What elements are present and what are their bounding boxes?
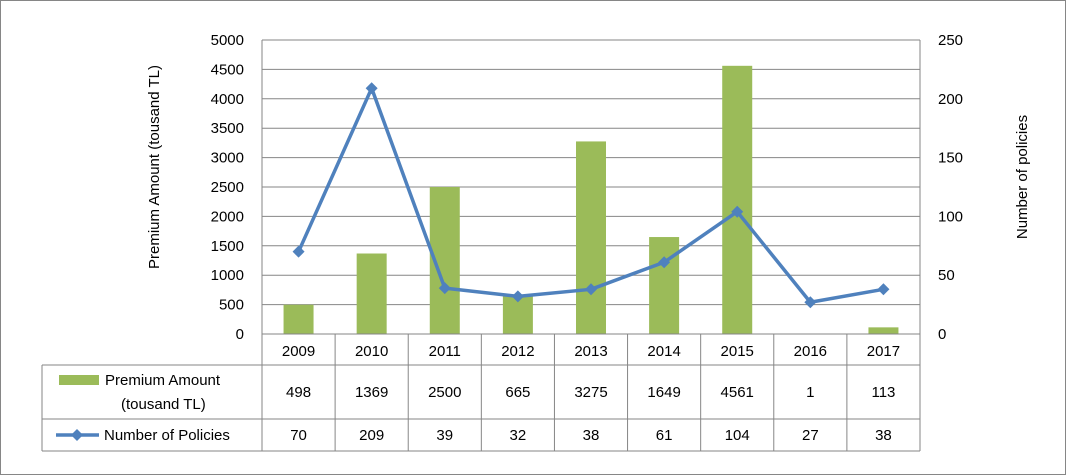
bar-value-cell: 113 [871,384,895,401]
line-value-cell: 104 [725,427,750,444]
left-tick-label: 3000 [211,150,244,167]
right-axis-title: Number of policies [1014,115,1031,239]
bar-legend-key [59,375,99,385]
line-point [731,205,744,218]
category-label: 2010 [355,343,388,360]
line-point [877,283,890,296]
category-label: 2014 [647,343,680,360]
left-tick-label: 3500 [211,120,244,137]
bar-value-cell: 1649 [647,384,680,401]
line-point [585,283,597,296]
left-tick-label: 1500 [211,238,244,255]
right-tick-label: 250 [938,32,963,49]
line-value-cell: 61 [656,427,673,444]
left-tick-label: 1000 [211,267,244,284]
line-series [292,82,890,309]
line-point [511,290,524,303]
left-tick-labels: 0 500 1000 1500 2000 2500 3000 3500 4000 4500 5000 [211,32,244,343]
data-table: 2009 2010 2011 2012 2013 2014 2015 2016 2017 Prem… [41,333,921,452]
line-value-cell: 32 [510,427,527,444]
line-point [804,296,817,309]
category-label: 2013 [574,343,607,360]
category-label: 2012 [501,343,534,360]
bar [283,304,314,334]
left-tick-label: 2500 [211,179,244,196]
line-legend-label: Number of Policies [104,427,230,444]
bar [576,141,606,334]
bar [649,237,680,334]
category-label: 2017 [867,343,900,360]
bar [356,253,387,334]
right-tick-label: 100 [938,208,963,225]
left-tick-label: 4000 [211,91,244,108]
line-value-cell: 27 [802,427,819,444]
line-value-cell: 209 [359,427,384,444]
bar-value-cell: 2500 [428,384,461,401]
left-tick-label: 500 [219,297,244,314]
category-label: 2009 [282,343,315,360]
bar-value-cell: 665 [505,384,530,401]
bar [868,327,899,334]
line-point [365,82,378,95]
bar-legend-label: (tousand TL) [121,396,206,413]
category-label: 2015 [721,343,754,360]
left-tick-label: 2000 [211,208,244,225]
bar [722,65,753,334]
line-legend-marker [71,429,83,441]
line-point [658,256,671,269]
bar-value-cell: 1 [806,384,814,401]
left-tick-label: 0 [236,326,244,343]
bar-series [283,65,899,334]
line-value-cell: 38 [875,427,892,444]
bar-value-cell: 498 [286,384,311,401]
bar-value-cell: 3275 [574,384,607,401]
right-tick-label: 50 [938,267,955,284]
category-label: 2016 [794,343,827,360]
bar-value-cell: 4561 [721,384,754,401]
line-point [438,282,451,295]
left-axis-title: Premium Amount (tousand TL) [146,65,163,269]
right-tick-label: 150 [938,150,963,167]
bar-legend-label: Premium Amount [105,372,221,389]
bar-value-cell: 1369 [355,384,388,401]
line-point [292,245,305,258]
right-tick-labels: 0 50 100 150 200 250 [938,32,963,343]
line-value-cell: 70 [290,427,307,444]
left-tick-label: 4500 [211,61,244,78]
category-label: 2011 [429,343,461,360]
line-value-cell: 39 [436,427,453,444]
left-tick-label: 5000 [211,32,244,49]
right-tick-label: 200 [938,91,963,108]
right-tick-label: 0 [938,326,946,343]
line-value-cell: 38 [583,427,600,444]
